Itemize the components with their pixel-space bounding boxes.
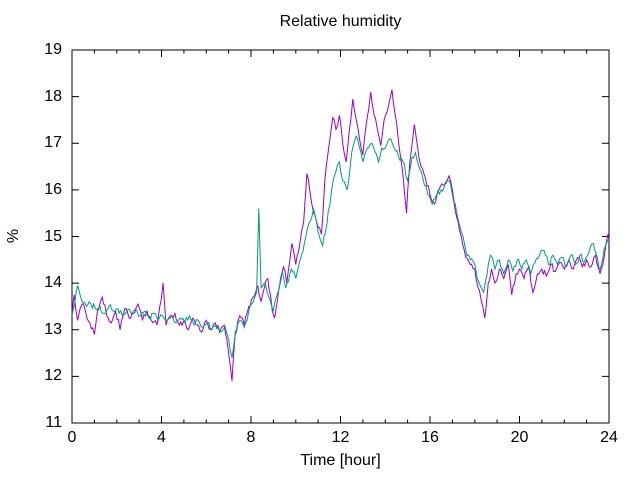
series-group (71, 89, 610, 382)
plot-border (71, 49, 610, 424)
aerosol-series-line (71, 89, 610, 382)
x-axis-label: Time [hour] (300, 452, 381, 469)
y-tick-label: 17 (44, 134, 62, 152)
chart-title: Relative humidity (279, 13, 402, 30)
x-tick-label: 4 (157, 429, 166, 446)
y-tick-label: 18 (44, 87, 62, 105)
sheath-series-line (71, 135, 610, 358)
x-tick-label: 0 (67, 429, 77, 446)
y-tick-label: 16 (44, 180, 62, 198)
y-tick-label: 19 (44, 41, 62, 58)
axis-ticks (71, 49, 610, 424)
x-tick-label: 16 (421, 429, 439, 446)
x-tick-label: 20 (510, 429, 529, 446)
x-tick-label: 8 (246, 429, 256, 446)
y-tick-label: 15 (44, 227, 62, 245)
y-tick-label: 12 (44, 367, 62, 385)
y-tick-label: 11 (45, 414, 62, 431)
x-tick-label: 24 (600, 429, 618, 446)
y-tick-label: 13 (44, 320, 62, 338)
x-tick-label: 12 (331, 429, 350, 446)
y-tick-label: 14 (44, 274, 62, 292)
